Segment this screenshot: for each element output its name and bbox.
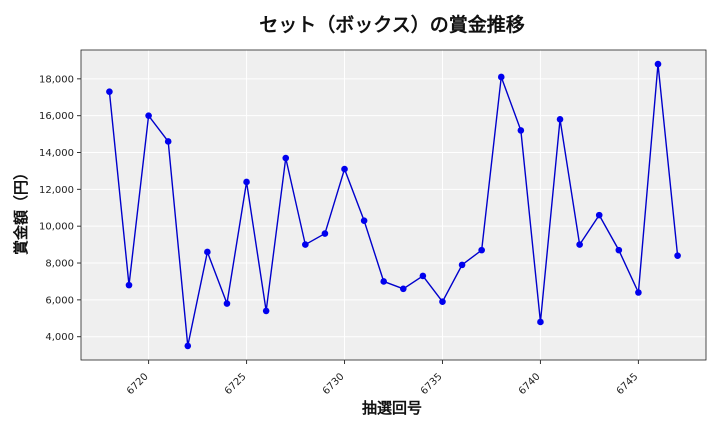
data-point [654,60,662,68]
y-tick-label: 18,000 [39,74,74,85]
y-axis-label: 賞金額（円） [12,165,30,255]
data-point [497,73,505,81]
x-axis-ticks: 6720 6725 6730 6735 6740 6745 [125,360,641,397]
y-tick-label: 16,000 [39,111,74,122]
y-tick-label: 12,000 [39,185,74,196]
data-point [223,300,231,307]
data-point [419,272,427,280]
y-tick-label: 4,000 [45,332,74,343]
data-point [204,248,211,256]
plot-frame [80,49,707,361]
data-point [262,307,270,315]
data-point [282,154,290,162]
data-point [556,116,564,123]
x-tick-label: 6730 [321,371,347,397]
data-point [458,261,466,269]
plot-area [81,50,706,360]
series [106,60,681,350]
axes [80,49,707,361]
y-tick-label: 14,000 [39,148,74,159]
chart-title: セット（ボックス）の賞金推移 [259,13,524,36]
y-tick-label: 6,000 [45,295,74,306]
data-point [302,241,309,248]
x-tick-label: 6735 [419,371,445,397]
data-point [106,88,113,96]
data-point [243,178,250,186]
x-tick-label: 6725 [223,371,249,397]
data-point [125,281,133,289]
y-tick-label: 10,000 [39,222,74,233]
y-axis-ticks: 4,000 6,000 8,000 10,000 12,000 14,000 16,000 1… [39,74,81,343]
data-point [615,246,623,254]
y-tick-label: 8,000 [45,259,74,270]
data-point [360,217,368,224]
data-point [595,211,603,219]
data-point [517,127,525,134]
grid [81,50,706,360]
x-tick-label: 6720 [125,371,151,397]
data-point [635,289,642,296]
data-point [576,241,583,248]
x-axis-label: 抽選回号 [362,399,422,417]
data-point [341,165,348,173]
x-tick-label: 6745 [615,371,641,397]
data-point [164,138,172,145]
data-point [439,298,446,306]
x-tick-label: 6740 [517,371,543,397]
data-point [321,230,329,237]
data-point [537,318,544,326]
data-point [380,278,388,285]
data-point [184,342,192,350]
data-point [674,252,681,259]
series-line [108,64,679,347]
data-point [145,112,152,119]
data-point [478,246,485,254]
data-point [399,285,407,293]
